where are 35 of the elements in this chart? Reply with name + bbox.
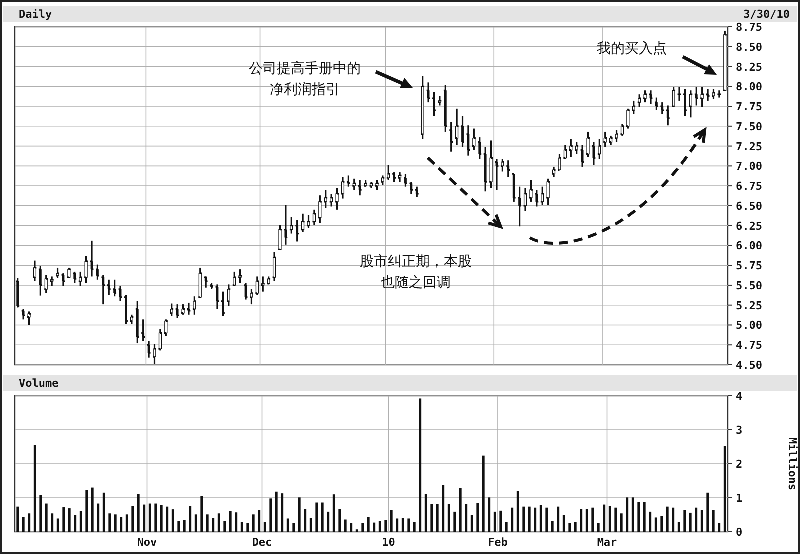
chart-title: Daily [19,8,52,21]
x-tick-label: Nov [137,536,158,549]
x-tick-label: Feb [488,536,508,549]
y-tick-label: 8.00 [736,80,762,94]
y-tick-label: 7.00 [736,160,762,174]
y-axis-title: Millions [786,438,799,490]
annotation: 股市纠正期，本股也随之回调 [360,254,472,291]
x-tick-label: Dec [252,536,272,549]
y-tick-label: 5.75 [736,260,762,273]
y-tick-label: 5.00 [736,319,762,332]
text: 3/30/10 [744,8,790,21]
y-tick-label: 2 [736,458,743,471]
y-tick-label: 1 [736,492,743,505]
y-tick-label: 4 [736,390,743,403]
y-tick-label: 3 [736,424,743,437]
y-tick-label: 8.75 [736,21,762,34]
y-tick-label: 8.50 [736,40,762,54]
y-tick-label: 4.50 [736,359,762,372]
y-tick-label: 8.25 [736,60,762,74]
y-tick-label: 7.75 [736,100,762,114]
y-tick-label: 6.50 [736,200,762,213]
y-tick-label: 5.50 [736,279,762,292]
y-tick-label: 6.75 [736,180,762,194]
chart-title: Volume [19,377,60,390]
y-tick-label: 4.75 [736,339,762,352]
x-tick-label: 10 [382,536,396,549]
y-tick-label: 5.25 [736,299,762,312]
y-tick-label: 7.50 [736,120,762,134]
x-tick-label: Mar [597,536,618,549]
annotation: 我的买入点 [597,41,667,57]
y-tick-label: 0 [736,526,743,539]
y-tick-label: 6.25 [736,220,762,233]
y-tick-label: 7.25 [736,140,762,154]
annotation: 公司提高手册中的净利润指引 [249,61,361,98]
y-tick-label: 6.00 [736,240,762,253]
